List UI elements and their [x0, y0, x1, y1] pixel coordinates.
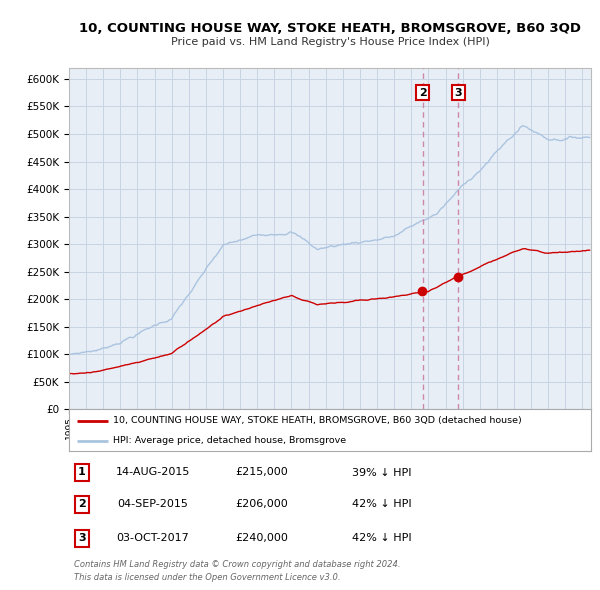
Text: £206,000: £206,000: [236, 499, 289, 509]
Text: This data is licensed under the Open Government Licence v3.0.: This data is licensed under the Open Gov…: [74, 573, 341, 582]
Text: Contains HM Land Registry data © Crown copyright and database right 2024.: Contains HM Land Registry data © Crown c…: [74, 560, 401, 569]
Text: 1: 1: [78, 467, 86, 477]
Text: 3: 3: [455, 88, 462, 98]
Text: 10, COUNTING HOUSE WAY, STOKE HEATH, BROMSGROVE, B60 3QD (detached house): 10, COUNTING HOUSE WAY, STOKE HEATH, BRO…: [113, 417, 522, 425]
Text: HPI: Average price, detached house, Bromsgrove: HPI: Average price, detached house, Brom…: [113, 436, 346, 445]
Text: 03-OCT-2017: 03-OCT-2017: [116, 533, 189, 543]
Text: 42% ↓ HPI: 42% ↓ HPI: [352, 533, 412, 543]
Text: 42% ↓ HPI: 42% ↓ HPI: [352, 499, 412, 509]
Text: 3: 3: [78, 533, 86, 543]
Text: 04-SEP-2015: 04-SEP-2015: [117, 499, 188, 509]
Text: 2: 2: [78, 499, 86, 509]
Text: 14-AUG-2015: 14-AUG-2015: [115, 467, 190, 477]
Text: £215,000: £215,000: [236, 467, 289, 477]
Text: Price paid vs. HM Land Registry's House Price Index (HPI): Price paid vs. HM Land Registry's House …: [170, 38, 490, 47]
Text: 2: 2: [419, 88, 427, 98]
Text: 39% ↓ HPI: 39% ↓ HPI: [352, 467, 412, 477]
Text: 10, COUNTING HOUSE WAY, STOKE HEATH, BROMSGROVE, B60 3QD: 10, COUNTING HOUSE WAY, STOKE HEATH, BRO…: [79, 22, 581, 35]
Text: £240,000: £240,000: [236, 533, 289, 543]
